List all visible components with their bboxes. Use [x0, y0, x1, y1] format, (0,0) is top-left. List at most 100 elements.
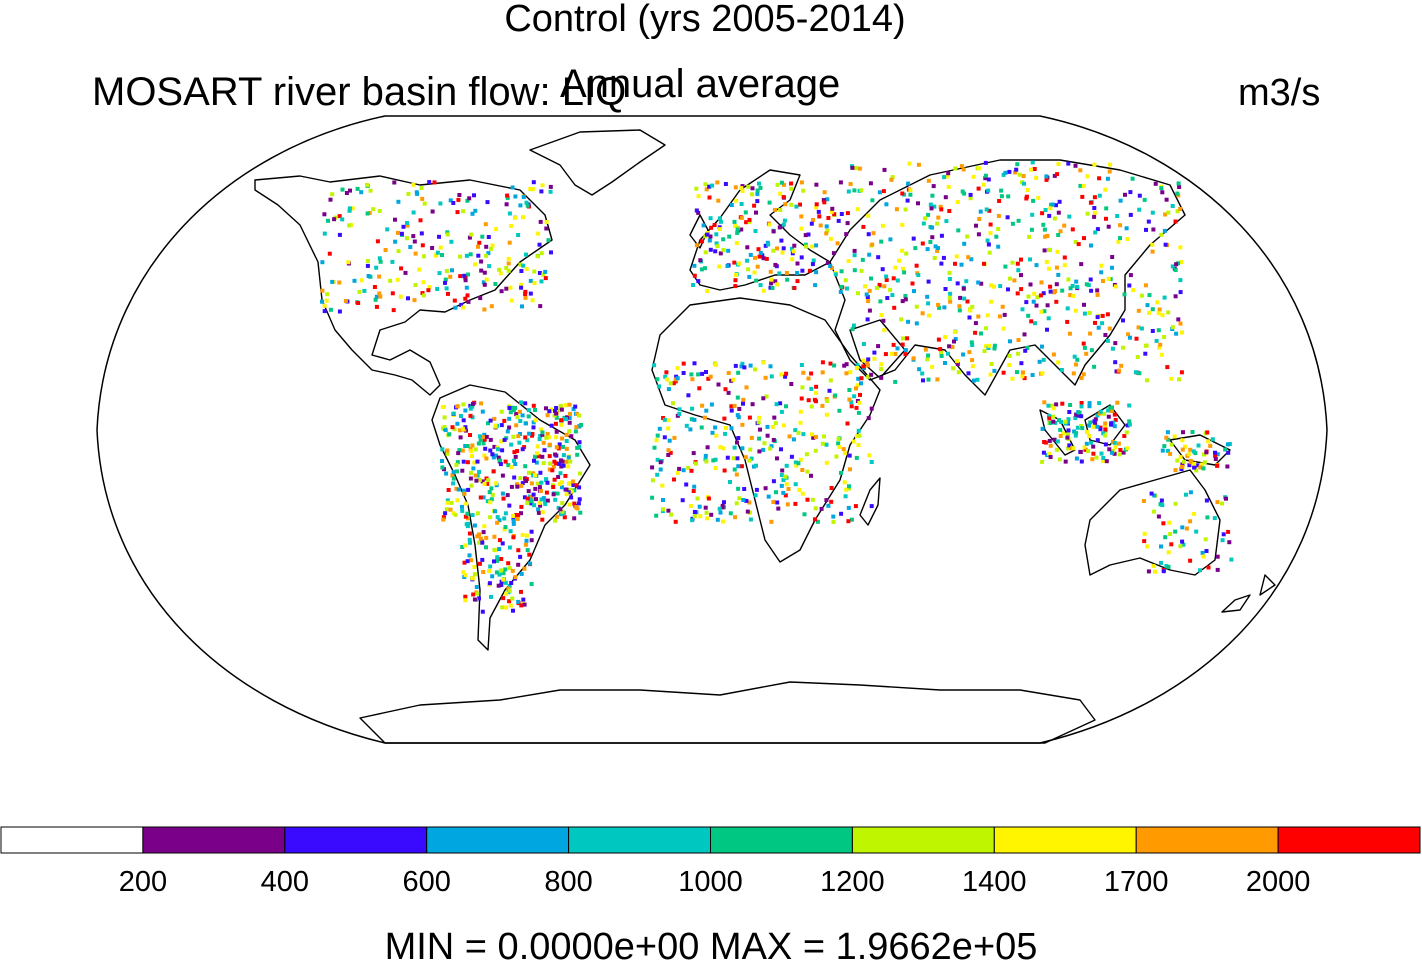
flow-cell: [893, 351, 898, 356]
flow-cell: [1041, 222, 1046, 227]
flow-cell: [736, 370, 741, 375]
flow-cell: [1044, 177, 1049, 182]
flow-cell: [520, 532, 525, 537]
flow-cell: [515, 449, 520, 453]
flow-cell: [1094, 455, 1099, 460]
flow-cell: [881, 318, 886, 323]
flow-cell: [577, 485, 582, 490]
flow-cell: [1074, 279, 1079, 284]
flow-cell: [739, 364, 744, 369]
flow-cell: [718, 510, 723, 515]
flow-cell: [350, 206, 355, 211]
flow-cell: [518, 432, 522, 436]
flow-cell: [801, 188, 806, 193]
flow-cell: [524, 538, 529, 543]
flow-cell: [914, 321, 919, 326]
flow-cell: [1054, 402, 1059, 407]
flow-cell: [503, 525, 508, 530]
flow-cell: [1103, 421, 1108, 426]
flow-cell: [973, 330, 978, 335]
flow-cell: [798, 420, 803, 425]
flow-cell: [569, 489, 574, 494]
flow-cell: [825, 228, 830, 233]
flow-cell: [1110, 265, 1114, 270]
flow-cell: [1215, 463, 1220, 468]
flow-cell: [451, 201, 456, 205]
flow-cell: [365, 259, 370, 263]
flow-cell: [445, 500, 450, 505]
flow-cell: [445, 451, 450, 456]
flow-cell: [890, 175, 895, 180]
flow-cell: [1051, 352, 1056, 357]
flow-cell: [1084, 282, 1089, 287]
flow-cell: [1075, 357, 1080, 362]
flow-cell: [1056, 272, 1061, 277]
flow-cell: [556, 475, 561, 479]
flow-cell: [908, 188, 913, 192]
flow-cell: [537, 500, 542, 505]
flow-cell: [771, 500, 776, 504]
flow-cell: [775, 456, 779, 461]
flow-cell: [784, 271, 789, 275]
flow-cell: [715, 180, 720, 185]
flow-cell: [852, 394, 857, 399]
flow-cell: [1062, 263, 1067, 268]
flow-cell: [537, 437, 542, 442]
flow-cell: [1177, 185, 1182, 189]
flow-cell: [490, 492, 495, 497]
flow-cell: [1173, 529, 1178, 534]
flow-cell: [1174, 262, 1179, 267]
flow-cell: [771, 248, 776, 253]
flow-cell: [689, 372, 694, 377]
flow-cell: [1110, 450, 1114, 455]
flow-cell: [510, 185, 515, 190]
flow-cell: [983, 173, 988, 178]
flow-cell: [1054, 282, 1059, 287]
flow-cell: [850, 327, 855, 332]
flow-cell: [1057, 418, 1061, 423]
flow-cell: [427, 180, 432, 185]
flow-cell: [470, 415, 475, 420]
flow-cell: [493, 509, 497, 514]
flow-cell: [935, 221, 940, 226]
flow-cell: [1066, 420, 1070, 425]
flow-cell: [466, 487, 471, 492]
flow-cell: [769, 374, 774, 379]
flow-cell: [481, 495, 486, 500]
flow-cell: [944, 219, 949, 224]
flow-cell: [1000, 304, 1005, 309]
flow-cell: [916, 273, 921, 278]
flow-cell: [1213, 457, 1218, 461]
flow-cell: [512, 475, 517, 480]
flow-cell: [998, 284, 1003, 289]
flow-cell: [707, 195, 712, 200]
flow-cell: [779, 238, 784, 243]
flow-cell: [1121, 318, 1125, 323]
flow-cell: [366, 274, 371, 278]
flow-cell: [1145, 378, 1150, 383]
flow-cell: [505, 429, 510, 434]
flow-cell: [1100, 321, 1105, 326]
flow-cell: [492, 444, 497, 449]
flow-cell: [491, 469, 496, 474]
coastline-australia: [1084, 469, 1221, 576]
flow-cell: [513, 454, 518, 459]
flow-cell: [959, 262, 964, 267]
flow-cell: [899, 317, 904, 322]
flow-cell: [1105, 338, 1110, 343]
flow-cell: [741, 397, 746, 402]
flow-cell: [845, 221, 850, 226]
flow-cell: [825, 197, 830, 202]
flow-cell: [417, 267, 422, 272]
flow-cell: [865, 295, 870, 299]
flow-cell: [349, 223, 354, 228]
flow-cell: [507, 584, 512, 589]
flow-cell: [1074, 431, 1079, 436]
flow-cell: [1163, 535, 1168, 540]
flow-cell: [813, 448, 818, 453]
flow-cell: [1166, 448, 1170, 453]
flow-cell: [828, 264, 833, 269]
flow-cell: [1145, 303, 1150, 308]
flow-cell: [445, 232, 450, 237]
flow-cell: [785, 502, 790, 507]
